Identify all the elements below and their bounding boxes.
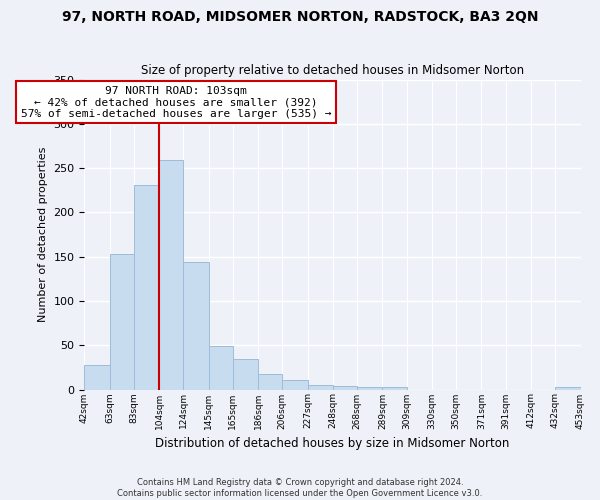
Bar	[555, 387, 581, 390]
Y-axis label: Number of detached properties: Number of detached properties	[38, 147, 48, 322]
Text: 97, NORTH ROAD, MIDSOMER NORTON, RADSTOCK, BA3 2QN: 97, NORTH ROAD, MIDSOMER NORTON, RADSTOC…	[62, 10, 538, 24]
Bar	[209, 346, 233, 390]
Title: Size of property relative to detached houses in Midsomer Norton: Size of property relative to detached ho…	[141, 64, 524, 77]
Bar	[258, 374, 282, 390]
Bar	[382, 387, 407, 390]
Bar	[84, 364, 110, 390]
Bar	[333, 386, 357, 390]
Bar	[159, 160, 183, 390]
Bar	[357, 387, 382, 390]
Bar	[110, 254, 134, 390]
Text: Contains HM Land Registry data © Crown copyright and database right 2024.
Contai: Contains HM Land Registry data © Crown c…	[118, 478, 482, 498]
Bar	[282, 380, 308, 390]
Bar	[183, 262, 209, 390]
Text: 97 NORTH ROAD: 103sqm
← 42% of detached houses are smaller (392)
57% of semi-det: 97 NORTH ROAD: 103sqm ← 42% of detached …	[21, 86, 331, 119]
Bar	[134, 185, 159, 390]
X-axis label: Distribution of detached houses by size in Midsomer Norton: Distribution of detached houses by size …	[155, 437, 509, 450]
Bar	[308, 385, 333, 390]
Bar	[233, 358, 258, 390]
